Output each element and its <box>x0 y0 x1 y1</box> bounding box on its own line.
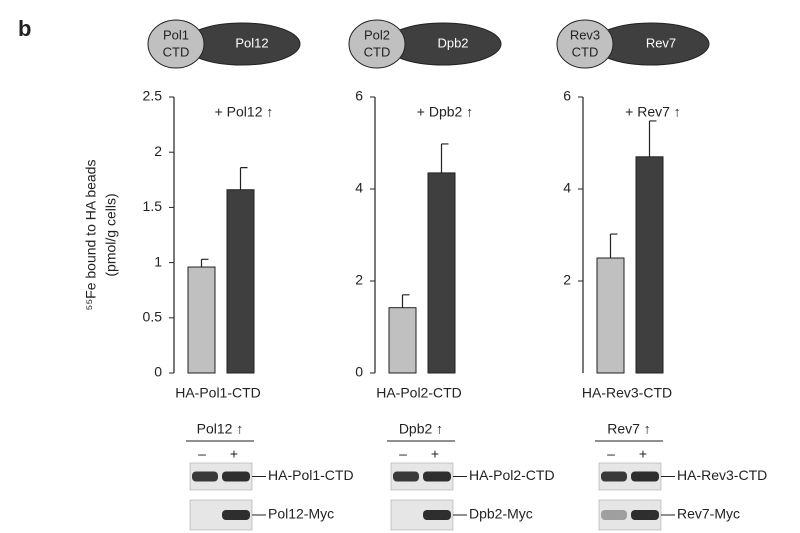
x-axis-label: HA-Pol1-CTD <box>175 385 261 401</box>
band-label: HA-Pol2-CTD <box>469 467 555 483</box>
error-bar <box>440 143 449 173</box>
protein-shape <box>556 19 614 69</box>
y-tick-label: 0 <box>154 364 162 380</box>
y-tick-label: 2 <box>355 272 363 288</box>
y-tick-label: 2 <box>563 272 571 288</box>
lane-label: – <box>198 446 206 462</box>
protein-label: Pol1 <box>163 27 189 42</box>
lane-label: + <box>639 446 647 462</box>
band-label: HA-Pol1-CTD <box>268 467 354 483</box>
annotation: + Rev7 ↑ <box>625 104 681 120</box>
y-tick-label: 4 <box>355 180 363 196</box>
protein-label: Pol2 <box>364 27 390 42</box>
protein-label: Rev3 <box>570 27 600 42</box>
band-label: Rev7-Myc <box>677 506 740 522</box>
blot-band <box>423 510 451 520</box>
y-tick-label: 2 <box>154 143 162 159</box>
bar <box>226 189 255 374</box>
y-tick-label: 6 <box>355 88 363 104</box>
y-axis-label: ⁵⁵Fe bound to HA beads <box>83 160 99 311</box>
panel-label: b <box>18 16 31 41</box>
blot-band <box>631 510 659 520</box>
bar <box>635 156 664 374</box>
blot-band <box>631 471 659 482</box>
protein-shape <box>147 19 205 69</box>
y-tick-label: 4 <box>563 180 571 196</box>
protein-label: Rev7 <box>646 35 676 50</box>
blot-header: Dpb2 ↑ <box>399 421 443 437</box>
y-tick-label: 1.5 <box>143 198 163 214</box>
lane-label: + <box>431 446 439 462</box>
blot-band <box>423 471 451 482</box>
blot-band <box>222 471 250 482</box>
annotation: + Dpb2 ↑ <box>417 104 473 120</box>
bar <box>187 266 216 374</box>
protein-label: Pol12 <box>235 35 268 50</box>
lane-label: – <box>399 446 407 462</box>
protein-label: CTD <box>364 44 391 59</box>
band-label: HA-Rev3-CTD <box>677 467 767 483</box>
annotation: + Pol12 ↑ <box>215 104 274 120</box>
protein-label: Dpb2 <box>437 35 468 50</box>
protein-label: CTD <box>572 44 599 59</box>
blot-band <box>192 471 218 482</box>
bar <box>427 172 456 374</box>
error-bar <box>401 294 410 308</box>
band-label: Pol12-Myc <box>268 506 334 522</box>
blot-band <box>601 510 627 520</box>
x-axis-label: HA-Rev3-CTD <box>582 385 672 401</box>
protein-label: CTD <box>163 44 190 59</box>
protein-shape <box>348 19 406 69</box>
blot-band <box>393 471 419 482</box>
y-axis-label: (pmol/g cells) <box>103 193 119 276</box>
blot-header: Rev7 ↑ <box>607 421 651 437</box>
bar <box>388 307 417 374</box>
error-bar <box>609 233 618 258</box>
error-bar <box>200 258 209 268</box>
y-tick-label: 6 <box>563 88 571 104</box>
y-tick-label: 1 <box>154 253 162 269</box>
x-axis-label: HA-Pol2-CTD <box>376 385 462 401</box>
y-tick-label: 2.5 <box>143 88 163 104</box>
blot-band <box>601 471 627 482</box>
error-bar <box>239 167 248 190</box>
blot-header: Pol12 ↑ <box>197 421 244 437</box>
blot-band <box>222 510 250 520</box>
lane-label: + <box>230 446 238 462</box>
y-tick-label: 0 <box>355 364 363 380</box>
y-tick-label: 0.5 <box>143 309 163 325</box>
error-bar <box>648 120 657 157</box>
lane-label: – <box>607 446 615 462</box>
bar <box>596 257 625 374</box>
band-label: Dpb2-Myc <box>469 506 533 522</box>
